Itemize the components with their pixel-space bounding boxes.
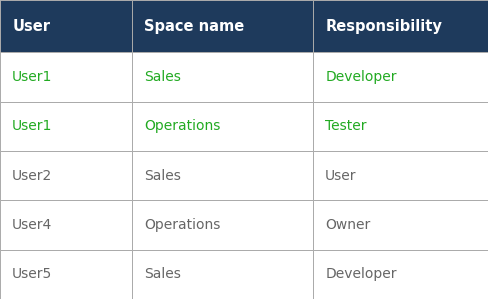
Bar (132, 151, 312, 200)
Bar (312, 52, 488, 102)
Bar (312, 250, 488, 299)
Text: Operations: Operations (144, 218, 220, 232)
Text: Space name: Space name (144, 19, 244, 34)
Text: User: User (325, 169, 356, 183)
Bar (312, 200, 488, 250)
Text: User1: User1 (12, 119, 53, 133)
Text: User1: User1 (12, 70, 53, 84)
Bar (0, 0, 132, 52)
Text: Sales: Sales (144, 267, 181, 281)
Bar (312, 102, 488, 151)
Bar (132, 0, 312, 52)
Text: Tester: Tester (325, 119, 366, 133)
Bar (312, 0, 488, 52)
Bar (132, 52, 312, 102)
Bar (0, 151, 132, 200)
Bar (0, 250, 132, 299)
Bar (0, 200, 132, 250)
Text: User5: User5 (12, 267, 52, 281)
Text: Developer: Developer (325, 267, 396, 281)
Text: Operations: Operations (144, 119, 220, 133)
Bar (132, 250, 312, 299)
Bar (0, 52, 132, 102)
Bar (312, 151, 488, 200)
Bar (132, 102, 312, 151)
Bar (132, 200, 312, 250)
Text: User4: User4 (12, 218, 52, 232)
Text: Sales: Sales (144, 70, 181, 84)
Bar (0, 102, 132, 151)
Text: User: User (12, 19, 50, 34)
Text: User2: User2 (12, 169, 52, 183)
Text: Sales: Sales (144, 169, 181, 183)
Text: Developer: Developer (325, 70, 396, 84)
Text: Owner: Owner (325, 218, 370, 232)
Text: Responsibility: Responsibility (325, 19, 441, 34)
